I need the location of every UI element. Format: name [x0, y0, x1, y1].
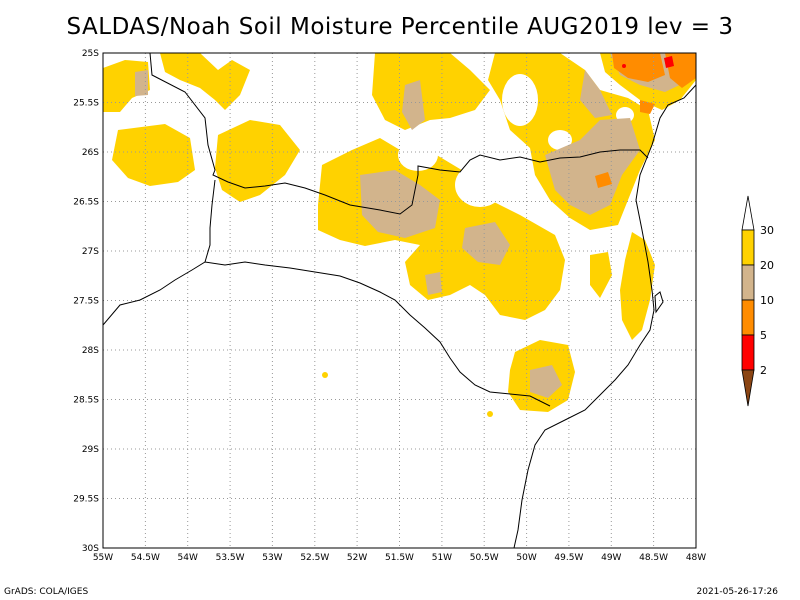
y-tick-label: 25S — [82, 49, 99, 59]
y-tick-label: 26.5S — [73, 198, 99, 208]
legend-label: 5 — [760, 329, 767, 342]
field-above-30 — [398, 74, 634, 207]
field-5-10 — [595, 53, 696, 188]
y-tick-label: 29.5S — [73, 495, 99, 505]
legend-labels: 30 20 10 5 2 — [760, 224, 774, 377]
y-tick-label: 28.5S — [73, 396, 99, 406]
state-border-north — [149, 53, 649, 215]
legend-label: 2 — [760, 364, 767, 377]
legend-arrow-top — [741, 195, 755, 231]
x-tick-label: 50W — [516, 553, 536, 563]
legend-swatch-10-20 — [741, 264, 755, 301]
x-tick-label: 54W — [178, 553, 198, 563]
x-tick-label: 52.5W — [300, 553, 329, 563]
island-outline — [654, 291, 664, 314]
x-tick-label: 51W — [432, 553, 452, 563]
x-tick-label: 52W — [347, 553, 367, 563]
y-tick-label: 27S — [82, 247, 99, 257]
boundary-lines — [103, 53, 696, 548]
grid-lines — [103, 53, 696, 548]
y-tick-label: 26S — [82, 148, 99, 158]
map-title: SALDAS/Noah Soil Moisture Percentile AUG… — [66, 14, 734, 40]
state-border-south — [103, 261, 551, 407]
footer-timestamp: 2021-05-26-17:26 — [696, 587, 779, 597]
x-tick-label: 48.5W — [639, 553, 668, 563]
y-tick-label: 27.5S — [73, 297, 99, 307]
legend-swatch-20-30 — [741, 229, 755, 266]
legend-label: 30 — [760, 224, 774, 237]
y-tick-label: 30S — [82, 544, 99, 554]
border-west-vertical — [204, 179, 216, 263]
x-tick-label: 49W — [601, 553, 621, 563]
x-tick-label: 55W — [93, 553, 113, 563]
plot-frame — [102, 52, 697, 549]
x-axis-labels: 55W 54.5W 54W 53.5W 53W 52.5W 52W 51.5W … — [93, 553, 706, 563]
y-tick-label: 28S — [82, 346, 99, 356]
legend-label: 10 — [760, 294, 774, 307]
x-tick-label: 48W — [686, 553, 706, 563]
x-tick-label: 53.5W — [216, 553, 245, 563]
x-tick-label: 49.5W — [554, 553, 583, 563]
percentile-field — [103, 53, 696, 417]
y-axis-labels: 25S 25.5S 26S 26.5S 27S 27.5S 28S 28.5S … — [73, 49, 99, 554]
x-tick-label: 53W — [262, 553, 282, 563]
color-legend — [741, 195, 755, 407]
y-tick-label: 25.5S — [73, 99, 99, 109]
legend-swatch-5-10 — [741, 299, 755, 336]
x-tick-label: 51.5W — [385, 553, 414, 563]
x-tick-label: 54.5W — [131, 553, 160, 563]
coastline — [513, 84, 696, 548]
x-tick-label: 50.5W — [470, 553, 499, 563]
legend-swatch-2-5 — [741, 334, 755, 371]
y-tick-label: 29S — [82, 445, 99, 455]
legend-arrow-bottom — [741, 369, 755, 407]
legend-label: 20 — [760, 259, 774, 272]
field-2-5 — [622, 56, 674, 68]
footer-credit: GrADS: COLA/IGES — [4, 587, 89, 597]
